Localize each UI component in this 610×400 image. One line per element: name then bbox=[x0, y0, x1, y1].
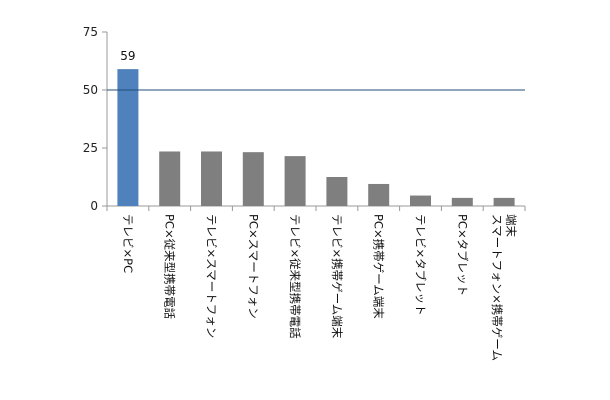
x-category-label: テレビ×スマートフォン bbox=[205, 214, 219, 338]
bar bbox=[493, 197, 515, 206]
bar bbox=[242, 152, 264, 206]
bar bbox=[326, 177, 348, 206]
x-category-label: スマートフォン×携帯ゲーム端末 bbox=[490, 214, 518, 361]
y-tick-label: 0 bbox=[90, 199, 98, 213]
y-tick-label: 25 bbox=[83, 141, 98, 155]
bar bbox=[284, 156, 306, 206]
bar bbox=[159, 151, 181, 206]
y-tick-label: 50 bbox=[83, 83, 98, 97]
bar bbox=[201, 151, 222, 206]
x-category-label: テレビ×PC bbox=[121, 214, 135, 273]
bar bbox=[451, 197, 473, 206]
x-category-label: テレビ×タブレット bbox=[414, 214, 428, 316]
chart-labels: 59 テレビ×PC PC×従来型携帯電話 テレビ×スマートフォン PC×スマートフォン テ… bbox=[107, 49, 525, 361]
x-category-label: テレビ×携帯ゲーム端末 bbox=[330, 214, 344, 339]
x-category-label: PC×携帯ゲーム端末 bbox=[372, 214, 386, 319]
bar bbox=[410, 195, 431, 206]
x-category-label: テレビ×従来型携帯電話 bbox=[288, 214, 302, 339]
y-tick-label: 75 bbox=[83, 25, 98, 39]
chart-bars bbox=[117, 69, 515, 207]
data-label: 59 bbox=[120, 49, 135, 63]
bar bbox=[368, 183, 390, 206]
x-category-label: PC×スマートフォン bbox=[246, 214, 260, 319]
x-category-label: PC×従来型携帯電話 bbox=[163, 214, 177, 320]
bar bbox=[117, 69, 139, 207]
x-category-label: PC×タブレット bbox=[455, 214, 469, 296]
